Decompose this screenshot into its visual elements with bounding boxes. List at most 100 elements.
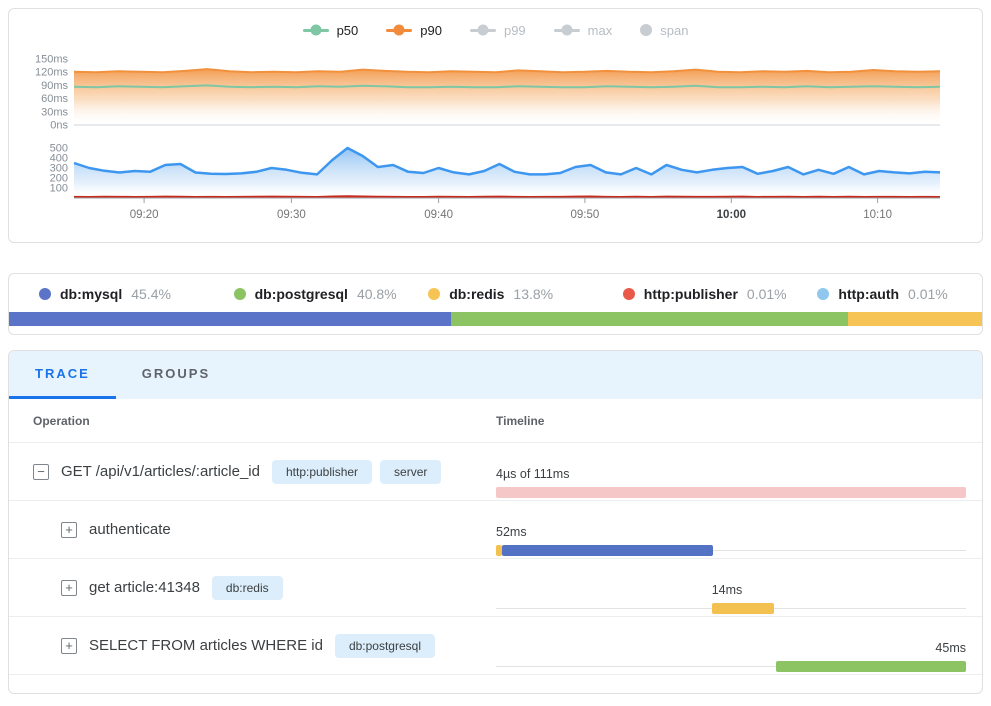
- span-tags: http:publisher server: [271, 459, 442, 484]
- breakdown-dot-icon: [817, 288, 830, 300]
- svg-text:09:40: 09:40: [424, 209, 453, 221]
- trace-span-row[interactable]: + get article:41348 db:redis 14ms: [9, 559, 982, 617]
- breakdown-item-db-redis: db:redis 13.8%: [398, 286, 593, 302]
- breakdown-name: db:redis: [449, 286, 505, 302]
- expand-toggle-icon[interactable]: +: [61, 637, 77, 654]
- span-operation-cell: + authenticate: [9, 501, 496, 558]
- tag-pill-db-postgresql: db:postgresql: [334, 633, 435, 658]
- tag-pill-http-publisher: http:publisher: [271, 459, 373, 484]
- span-operation-name: SELECT FROM articles WHERE id: [89, 637, 323, 654]
- trace-span-row[interactable]: − GET /api/v1/articles/:article_id http:…: [9, 443, 982, 501]
- trace-span-row[interactable]: + authenticate 52ms: [9, 501, 982, 559]
- breakdown-bar: [9, 312, 982, 326]
- breakdown-dot-icon: [428, 288, 441, 300]
- span-duration-label: 14ms: [711, 583, 743, 597]
- tag-pill-db-redis: db:redis: [211, 575, 283, 600]
- span-operation-cell: + get article:41348 db:redis: [9, 559, 496, 616]
- span-timeline-track: [496, 550, 966, 551]
- span-operation-cell: − GET /api/v1/articles/:article_id http:…: [9, 443, 496, 500]
- legend-item-max[interactable]: max: [553, 22, 613, 38]
- span-timeline-cell: 45ms: [496, 617, 966, 674]
- breakdown-dot-icon: [39, 288, 51, 300]
- legend-item-p50[interactable]: p50: [302, 22, 359, 38]
- breakdown-percent: 0.01%: [908, 286, 948, 302]
- svg-text:10:00: 10:00: [717, 209, 746, 221]
- span-timeline-track: [496, 666, 966, 667]
- svg-text:500: 500: [50, 143, 68, 155]
- expand-toggle-icon[interactable]: +: [61, 521, 77, 538]
- breakdown-name: db:postgresql: [254, 286, 348, 302]
- span-duration-bar: [496, 545, 503, 556]
- legend-item-p99[interactable]: p99: [469, 22, 526, 38]
- span-operation-name: get article:41348: [89, 579, 200, 596]
- breakdown-item-db-mysql: db:mysql 45.4%: [9, 286, 204, 302]
- tag-pill-server: server: [380, 459, 442, 484]
- svg-text:200: 200: [50, 173, 68, 185]
- svg-text:09:30: 09:30: [277, 209, 306, 221]
- breakdown-item-db-postgresql: db:postgresql 40.8%: [204, 286, 399, 302]
- svg-text:300: 300: [50, 163, 68, 175]
- tab-trace[interactable]: TRACE: [9, 351, 116, 399]
- span-duration-bar: [776, 661, 966, 672]
- breakdown-name: http:auth: [838, 286, 900, 302]
- span-timeline-cell: 14ms: [496, 559, 966, 616]
- legend-label: p50: [336, 22, 359, 38]
- legend-swatch-icon: [469, 24, 496, 36]
- span-duration-bar: [496, 487, 966, 498]
- span-duration-label: 45ms: [935, 641, 966, 655]
- breakdown-percent: 13.8%: [513, 286, 554, 302]
- breakdown-legend: db:mysql 45.4% db:postgresql 40.8% db:redis 1…: [9, 286, 982, 312]
- span-duration-label: 4µs of 111ms: [496, 467, 570, 481]
- expand-toggle-icon[interactable]: −: [33, 463, 49, 480]
- svg-text:0ns: 0ns: [50, 120, 68, 132]
- expand-toggle-icon[interactable]: +: [61, 579, 77, 596]
- breakdown-item-http-auth: http:auth 0.01%: [787, 286, 982, 302]
- svg-text:120ms: 120ms: [35, 67, 69, 79]
- span-duration-bar: [502, 545, 714, 556]
- svg-text:60ms: 60ms: [41, 93, 68, 105]
- span-timeline-cell: 4µs of 111ms: [496, 443, 966, 500]
- trace-span-row[interactable]: + SELECT FROM articles WHERE id db:postg…: [9, 617, 982, 675]
- breakdown-percent: 40.8%: [356, 286, 397, 302]
- breakdown-percent: 45.4%: [131, 286, 171, 302]
- svg-text:90ms: 90ms: [41, 80, 68, 92]
- legend-swatch-icon: [302, 24, 329, 36]
- trace-rows: − GET /api/v1/articles/:article_id http:…: [9, 443, 982, 675]
- legend-label: p99: [503, 22, 526, 38]
- operation-column-header: Operation: [33, 413, 90, 428]
- span-duration-bar: [711, 603, 774, 614]
- svg-text:09:50: 09:50: [571, 209, 600, 221]
- legend-item-p90[interactable]: p90: [386, 23, 442, 38]
- legend-label: max: [587, 22, 613, 38]
- svg-text:09:20: 09:20: [130, 209, 159, 221]
- legend-swatch-icon: [553, 24, 580, 36]
- legend-swatch-icon: [386, 24, 413, 36]
- trace-card: TRACE GROUPS Operation Timeline − GET /a…: [8, 350, 983, 694]
- span-operation-name: GET /api/v1/articles/:article_id: [61, 463, 260, 480]
- breakdown-dot-icon: [622, 288, 635, 300]
- timeline-column-header: Timeline: [496, 413, 545, 428]
- breakdown-dot-icon: [233, 288, 246, 300]
- svg-text:150ms: 150ms: [35, 54, 69, 66]
- breakdown-percent: 0.01%: [746, 286, 787, 302]
- legend-swatch-icon: [640, 24, 653, 36]
- svg-text:400: 400: [50, 153, 68, 165]
- legend-label: p90: [420, 22, 442, 38]
- tab-groups[interactable]: GROUPS: [116, 351, 236, 399]
- latency-legend: p50 p90 p99 max span: [12, 17, 979, 43]
- span-duration-label: 52ms: [496, 525, 527, 539]
- breakdown-bar-segment: [450, 312, 848, 326]
- breakdown-bar-segment: [847, 312, 982, 326]
- latency-card: p50 p90 p99 max span 150ms 120ms 90ms 60ms 30ms 0…: [8, 8, 983, 243]
- legend-item-span[interactable]: span: [640, 23, 688, 38]
- breakdown-name: http:publisher: [643, 286, 738, 302]
- trace-tabbar: TRACE GROUPS: [9, 351, 982, 399]
- breakdown-item-http-publisher: http:publisher 0.01%: [593, 286, 788, 302]
- span-tags: db:redis: [211, 575, 283, 600]
- span-timeline-cell: 52ms: [496, 501, 966, 558]
- breakdown-name: db:mysql: [60, 286, 123, 302]
- span-operation-name: authenticate: [89, 521, 171, 538]
- span-operation-cell: + SELECT FROM articles WHERE id db:postg…: [9, 617, 496, 674]
- breakdown-bar-segment: [9, 312, 451, 326]
